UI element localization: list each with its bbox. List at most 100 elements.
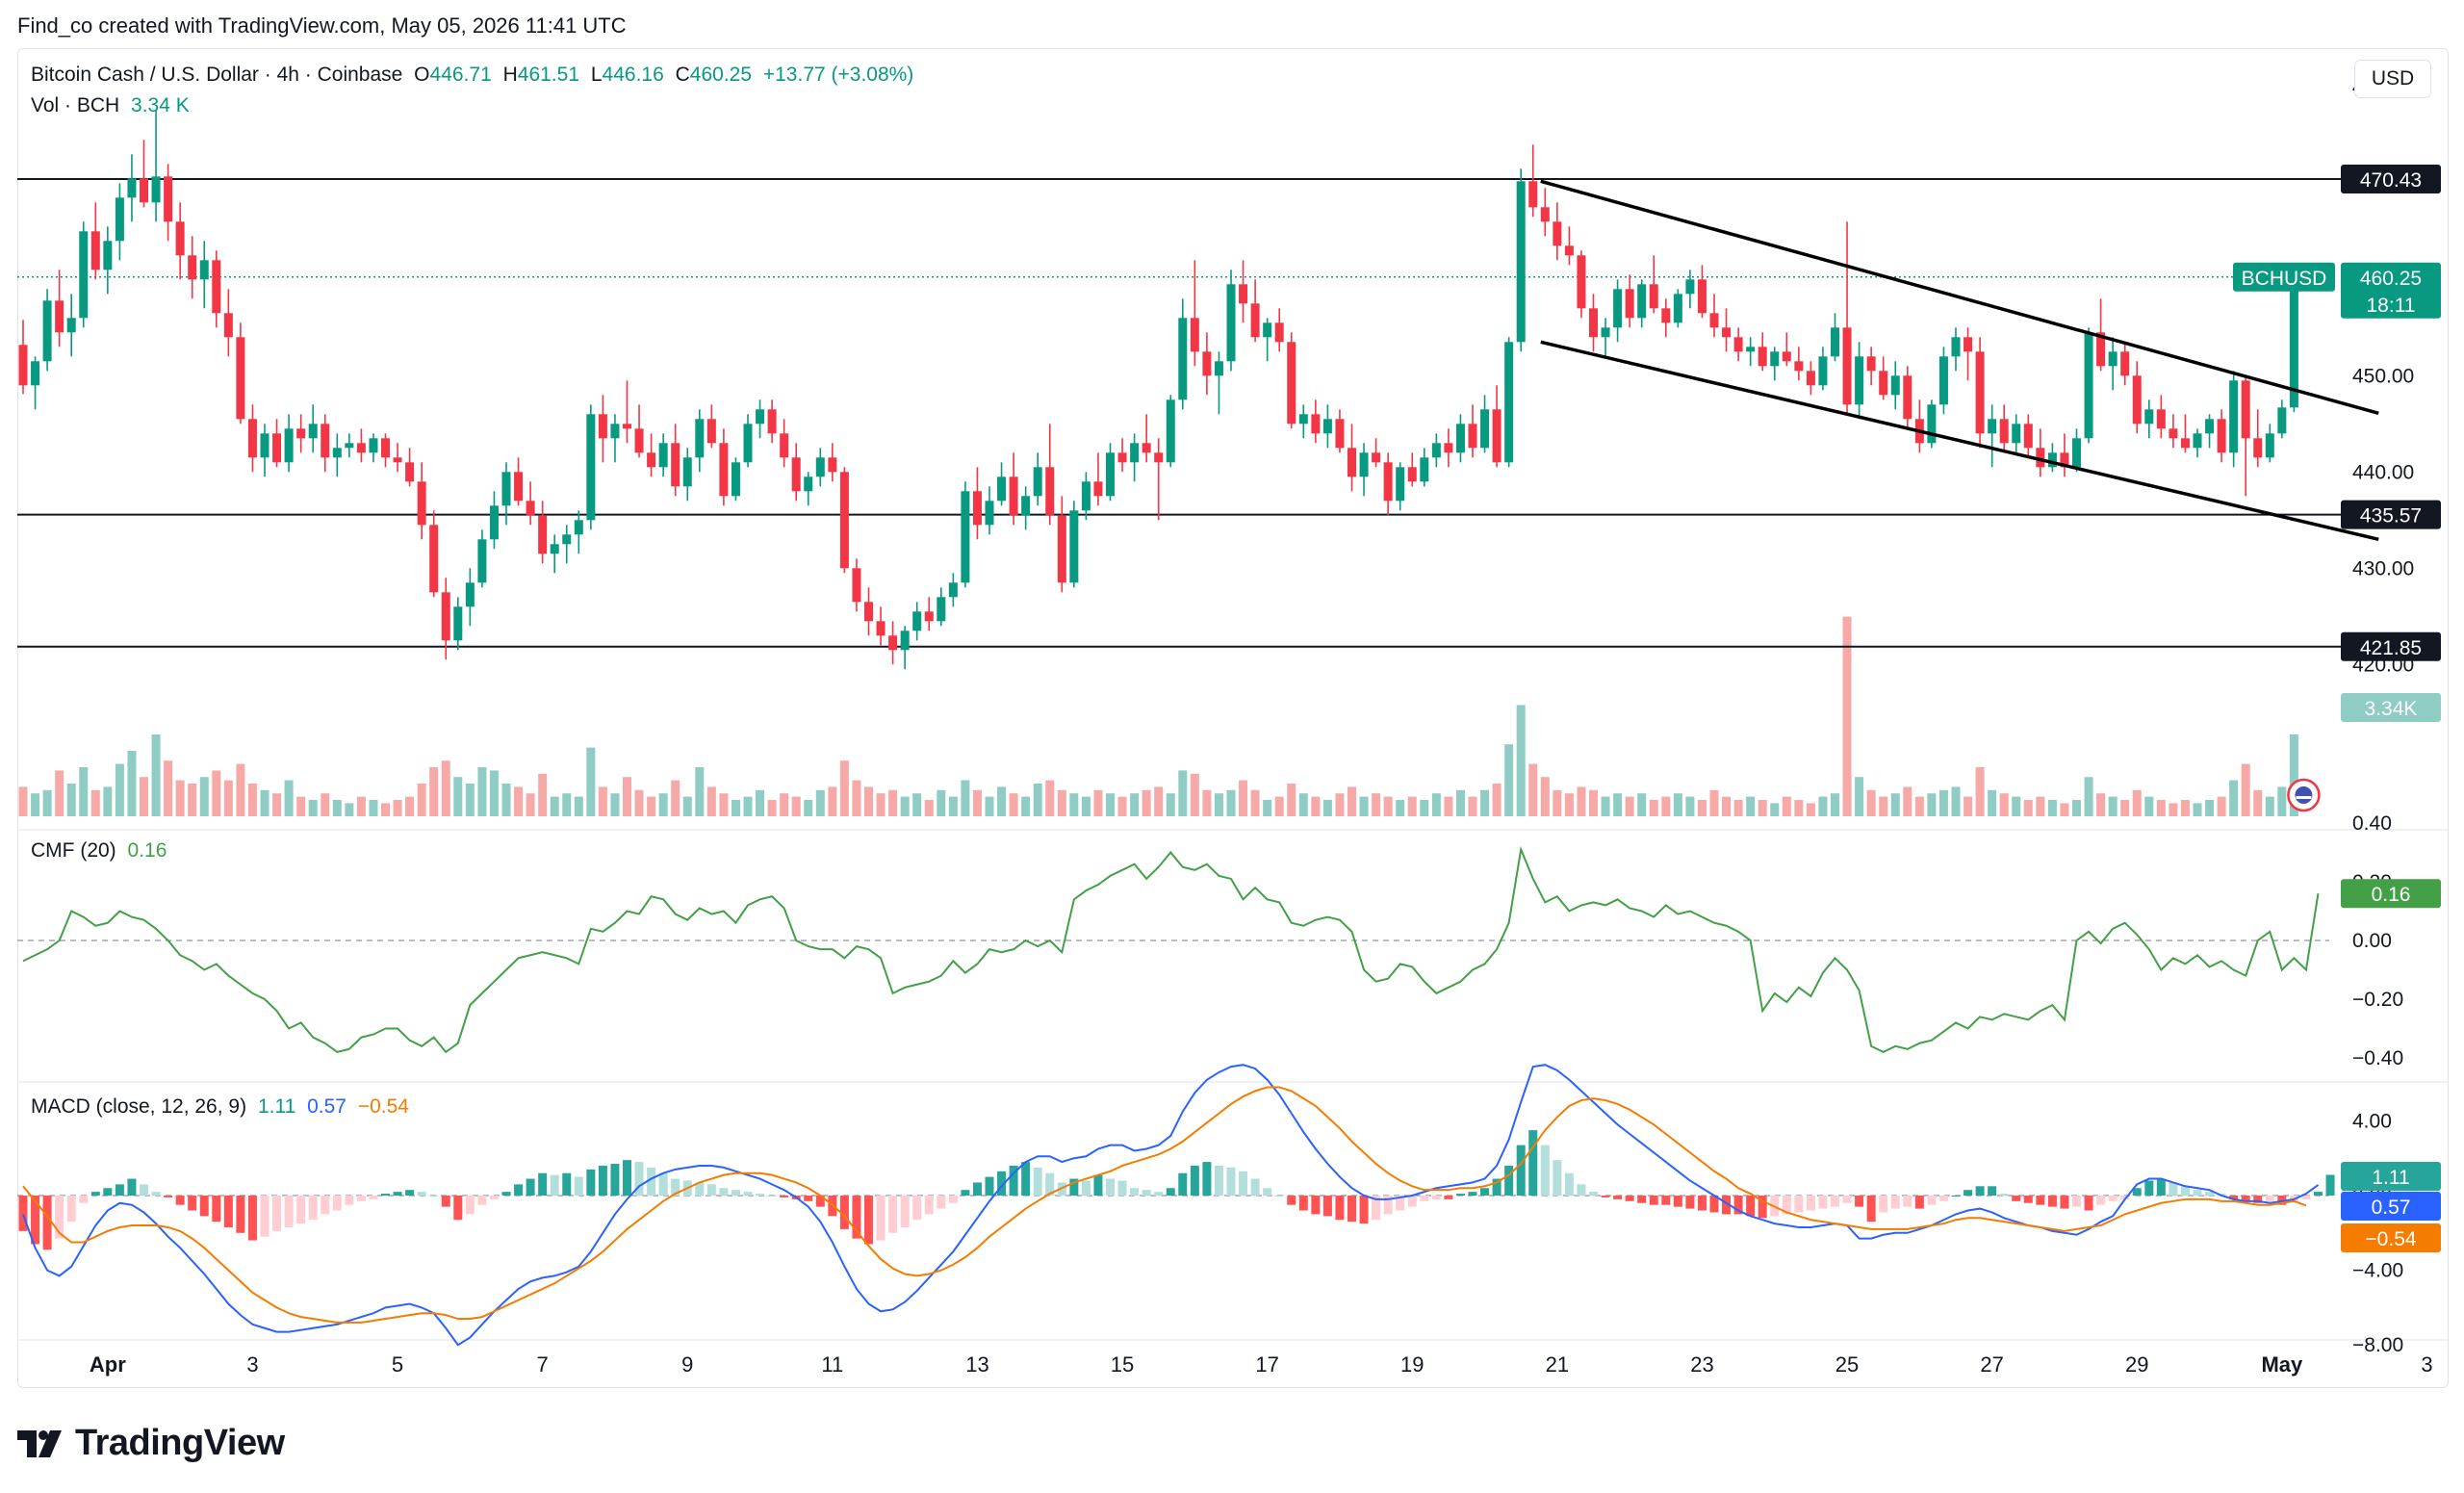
candle-body — [852, 568, 861, 603]
macd-histogram-bar — [1142, 1190, 1151, 1196]
macd-histogram-bar — [1431, 1196, 1441, 1199]
macd-histogram-bar — [2229, 1196, 2239, 1199]
volume-bar — [658, 793, 668, 816]
candle-body — [2084, 332, 2093, 439]
macd-histogram-bar — [623, 1160, 631, 1196]
candle-body — [1057, 515, 1066, 583]
candle-body — [876, 621, 886, 636]
candle-body — [1287, 342, 1296, 425]
macd-histogram-bar — [876, 1196, 886, 1241]
candle-body — [1685, 279, 1695, 295]
open-value: 446.71 — [429, 64, 492, 86]
candle-body — [924, 611, 934, 622]
macd-histogram-bar — [90, 1192, 100, 1196]
volume-bar — [453, 777, 463, 816]
macd-histogram-bar — [815, 1196, 825, 1207]
candle-body — [997, 476, 1007, 502]
volume-bar — [1455, 789, 1465, 816]
x-tick-label: 11 — [821, 1352, 843, 1377]
volume-bar — [164, 760, 173, 816]
volume-bar — [1045, 780, 1055, 816]
candle-body — [1420, 457, 1429, 482]
macd-histogram-bar — [31, 1196, 40, 1245]
x-tick-label: 17 — [1255, 1352, 1278, 1377]
x-tick-label: 27 — [1980, 1352, 2003, 1377]
macd-histogram-bar — [1794, 1196, 1804, 1213]
macd-histogram-bar — [127, 1178, 137, 1196]
macd-histogram-bar — [1866, 1196, 1876, 1223]
macd-histogram-bar — [2241, 1196, 2250, 1201]
volume-bar — [1250, 789, 1260, 816]
macd-line — [22, 1064, 2320, 1347]
candle-body — [1528, 181, 1538, 208]
x-tick-label: 29 — [2125, 1352, 2148, 1377]
candle-body — [2036, 448, 2045, 468]
candle-body — [1142, 443, 1151, 453]
candle-body — [2144, 409, 2154, 425]
volume-bar — [1202, 789, 1212, 816]
macd-histogram-bar — [405, 1190, 415, 1196]
macd-histogram-bar — [1263, 1188, 1272, 1196]
volume-bar — [1021, 796, 1031, 816]
symbol-title: Bitcoin Cash / U.S. Dollar · 4h · Coinba… — [31, 64, 403, 86]
volume-bar — [1383, 796, 1393, 816]
volume-bar — [1540, 777, 1550, 816]
candle-body — [743, 424, 753, 463]
candle-body — [767, 409, 777, 434]
candle-body — [501, 472, 511, 506]
macd-histogram-bar — [2325, 1174, 2335, 1196]
macd-histogram-bar — [199, 1196, 209, 1217]
candle-body — [756, 409, 765, 425]
macd-histogram-bar — [223, 1196, 233, 1227]
tradingview-logo[interactable]: TradingView — [17, 1423, 285, 1464]
candle-body — [465, 582, 475, 607]
cmf-layer — [17, 845, 2329, 1054]
macd-histogram-bar — [1782, 1196, 1791, 1215]
macd-histogram-bar — [1154, 1192, 1164, 1196]
candle-body — [815, 457, 825, 477]
currency-button[interactable]: USD — [2354, 60, 2431, 98]
cmf-line — [22, 845, 2320, 1054]
volume-bar — [1142, 789, 1151, 816]
volume-bar — [2120, 800, 2130, 816]
macd-histogram-bar — [1226, 1167, 1236, 1196]
candle-body — [175, 221, 185, 256]
candle-body — [308, 424, 318, 439]
volume-bar — [1697, 800, 1707, 816]
candle-body — [2156, 409, 2166, 429]
macd-histogram-bar — [1081, 1180, 1091, 1196]
candle-body — [1733, 337, 1743, 352]
macd-histogram-bar — [1383, 1196, 1393, 1215]
macd-histogram-bar — [18, 1196, 28, 1231]
volume-bar — [1311, 796, 1321, 816]
symbol-tag-text: BCHUSD — [2242, 268, 2327, 290]
trend-layer — [1540, 179, 2379, 542]
candle-body — [1999, 419, 2009, 444]
candle-layer — [18, 111, 2298, 670]
macd-histogram-bar — [2180, 1186, 2190, 1196]
candle-body — [2193, 433, 2202, 449]
macd-tick-label: −4.00 — [2352, 1260, 2403, 1282]
candle-body — [1335, 419, 1345, 449]
candle-body — [1964, 337, 1973, 352]
candle-body — [2265, 433, 2274, 458]
volume-bar — [1263, 800, 1272, 816]
macd-histogram-bar — [1903, 1196, 1912, 1207]
macd-histogram-bar — [1890, 1196, 1900, 1209]
macd-histogram-bar — [526, 1178, 535, 1196]
macd-histogram-bar — [2096, 1196, 2106, 1205]
volume-bar — [55, 770, 64, 816]
candle-body — [212, 260, 221, 314]
macd-histogram-bar — [852, 1196, 861, 1239]
axis-layer: 480.00470.00460.00450.00440.00430.00420.… — [90, 76, 2433, 1377]
candle-body — [985, 501, 994, 526]
macd-histogram-bar — [1420, 1196, 1429, 1201]
volume-bar — [31, 793, 40, 816]
volume-layer — [18, 616, 2298, 816]
macd-histogram-bar — [1927, 1196, 1937, 1205]
candle-body — [682, 457, 692, 487]
volume-bar — [804, 800, 813, 816]
candle-body — [1130, 443, 1140, 463]
volume-bar — [1033, 784, 1042, 816]
